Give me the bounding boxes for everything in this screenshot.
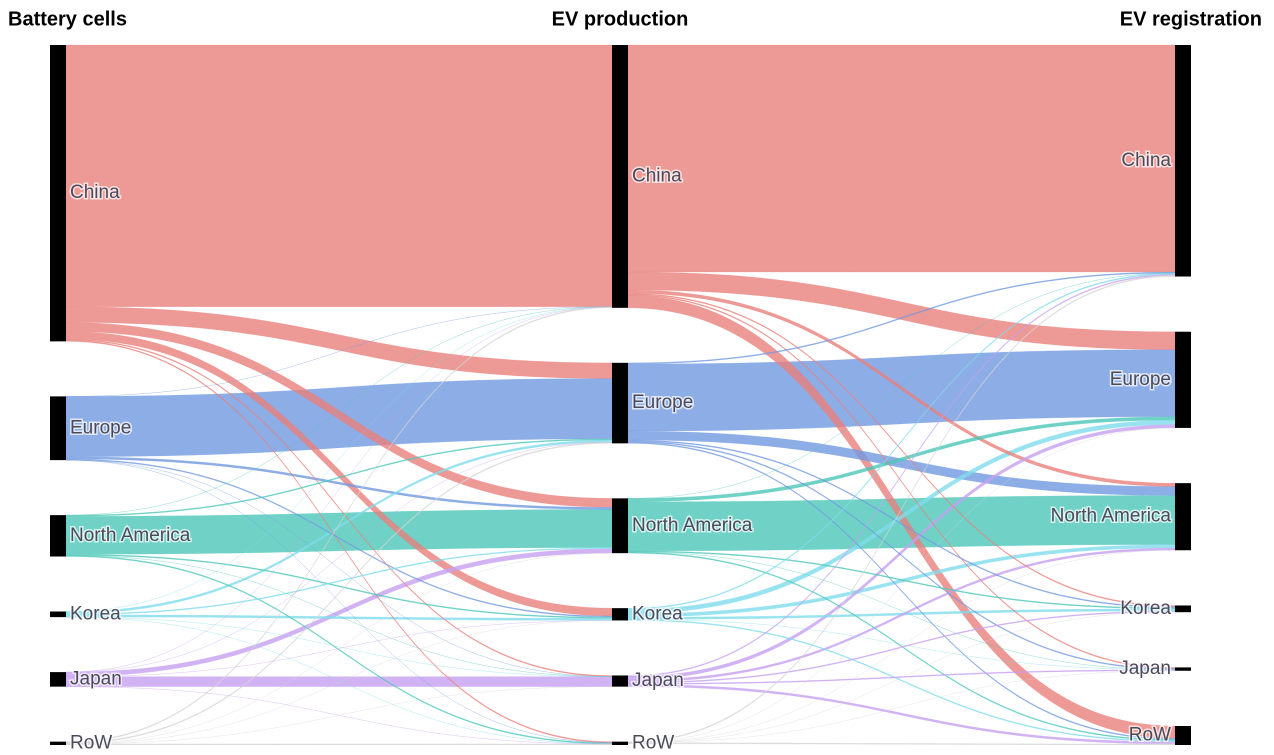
flow-link — [65, 686, 613, 745]
flow-link — [65, 442, 613, 745]
node-bar — [50, 611, 66, 618]
flow-link — [65, 676, 613, 687]
node-bar — [612, 362, 628, 444]
flow-link — [65, 743, 613, 746]
node-bar — [1175, 667, 1191, 671]
node-bar — [1175, 331, 1191, 428]
flow-link — [627, 44, 1176, 273]
node-label: China — [632, 165, 682, 186]
node-label: China — [1121, 150, 1171, 171]
node-label: Japan — [1119, 658, 1171, 679]
flow-link — [65, 553, 613, 745]
links — [65, 44, 1176, 746]
node-label: Korea — [70, 603, 121, 624]
node-label: China — [70, 182, 120, 203]
flow-link — [627, 610, 1176, 684]
node-label: Europe — [1110, 369, 1171, 390]
flow-link — [627, 670, 1176, 743]
node-bar — [612, 741, 628, 745]
flow-link — [65, 554, 613, 619]
node-label: North America — [70, 525, 191, 546]
flow-link — [627, 742, 1176, 746]
flow-link — [65, 555, 613, 745]
flow-link — [65, 306, 613, 743]
node-bar — [1175, 483, 1191, 551]
node-label: Korea — [632, 603, 683, 624]
node-label: RoW — [70, 732, 112, 753]
node-bar — [50, 515, 66, 557]
flow-link — [65, 44, 613, 307]
column-title: EV production — [552, 8, 689, 30]
node-bar — [50, 45, 66, 342]
nodes — [50, 45, 1191, 745]
node-bar — [1175, 605, 1191, 613]
node-bar — [50, 396, 66, 461]
node-label: Europe — [632, 392, 693, 413]
node-bar — [50, 741, 66, 745]
node-label: Korea — [1120, 598, 1171, 619]
column-title: EV registration — [1120, 8, 1262, 30]
node-label: Japan — [632, 670, 684, 691]
node-label: North America — [632, 515, 753, 536]
node-bar — [612, 45, 628, 308]
node-bar — [612, 675, 628, 687]
node-label: Europe — [70, 417, 131, 438]
labels: Battery cells China Europe North America Kor… — [8, 8, 1262, 755]
flow-link — [627, 349, 1176, 432]
node-label: RoW — [1129, 725, 1171, 746]
node-label: North America — [1051, 506, 1172, 527]
column-title: Battery cells — [8, 8, 127, 30]
node-bar — [50, 672, 66, 687]
node-label: Japan — [70, 668, 122, 689]
node-bar — [612, 608, 628, 621]
node-bar — [1175, 45, 1191, 277]
node-bar — [1175, 725, 1191, 745]
flow-link — [65, 620, 613, 745]
node-bar — [612, 498, 628, 554]
node-label: RoW — [632, 732, 674, 753]
